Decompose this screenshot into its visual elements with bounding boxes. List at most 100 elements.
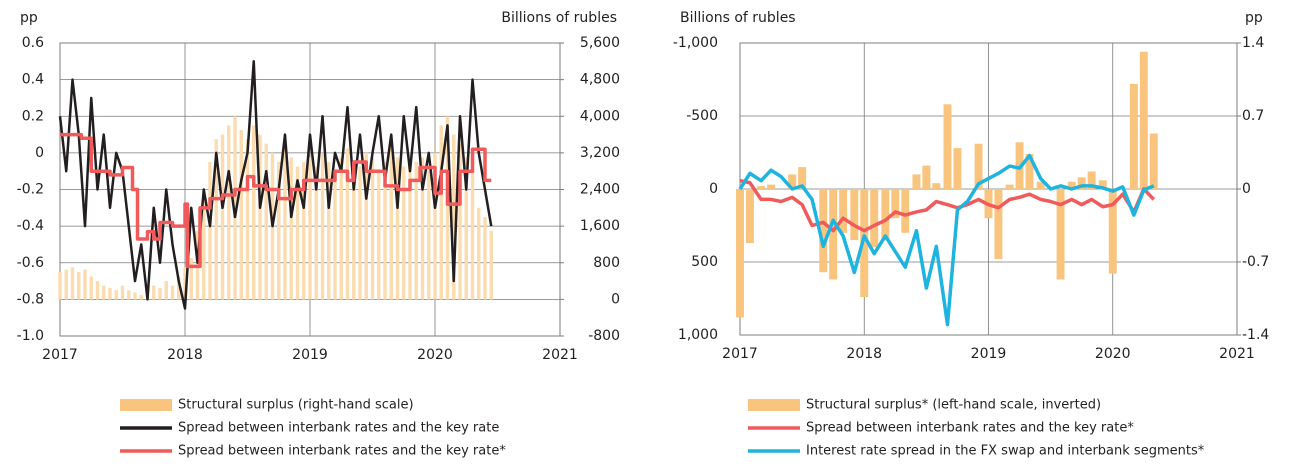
bar xyxy=(829,189,838,280)
y-tick-label: 0.6 xyxy=(22,35,44,51)
bar xyxy=(64,269,68,300)
bar xyxy=(377,171,381,300)
bar xyxy=(433,152,437,300)
legend-label: Spread between interbank rates and the k… xyxy=(806,421,1134,436)
y2-tick-label: 5,600 xyxy=(580,35,620,51)
bar xyxy=(214,139,218,300)
bar xyxy=(901,189,910,233)
bar xyxy=(383,162,387,300)
y2-tick-label: 4,800 xyxy=(580,72,620,88)
bar xyxy=(345,148,350,300)
bar xyxy=(767,184,776,189)
y2-tick-label: 1,600 xyxy=(580,218,620,234)
bar xyxy=(164,281,168,300)
bar xyxy=(932,183,941,189)
bar xyxy=(1098,180,1107,189)
y-tick-label: -0.8 xyxy=(17,291,44,307)
bar xyxy=(912,174,921,189)
bar xyxy=(202,198,206,300)
y-tick-label: 0 xyxy=(709,181,718,197)
bar xyxy=(170,285,175,300)
bar xyxy=(1056,189,1065,280)
bar xyxy=(850,189,859,241)
bar xyxy=(120,285,125,300)
bar xyxy=(252,125,256,300)
bar xyxy=(953,148,962,189)
bar xyxy=(891,189,900,219)
bar xyxy=(427,171,431,300)
legend-swatch xyxy=(748,399,800,411)
y-tick-label: -0.4 xyxy=(17,218,44,234)
bar xyxy=(283,148,287,300)
line xyxy=(58,60,493,310)
bar xyxy=(477,207,481,300)
x-tick-label: 2018 xyxy=(167,347,203,363)
x-tick-label: 2021 xyxy=(1219,346,1255,362)
bar xyxy=(402,166,406,300)
bar xyxy=(1005,184,1014,189)
bar xyxy=(302,162,306,300)
bar xyxy=(220,134,225,300)
bar xyxy=(83,269,87,300)
bar xyxy=(922,165,931,189)
y2-tick-label: -800 xyxy=(588,328,620,344)
bar xyxy=(470,171,475,300)
bar xyxy=(358,166,362,300)
bar xyxy=(395,157,400,300)
bar xyxy=(177,276,181,300)
bar xyxy=(277,162,281,300)
x-tick-label: 2018 xyxy=(846,346,882,362)
bar xyxy=(458,143,462,300)
y-tick-label: 1,000 xyxy=(678,327,718,343)
bar xyxy=(95,281,100,300)
bar xyxy=(327,162,331,300)
y-tick-label: 0 xyxy=(35,145,44,161)
bar xyxy=(58,271,62,300)
bar xyxy=(295,166,300,300)
line xyxy=(738,153,1155,327)
legend-label: Spread between interbank rates and the k… xyxy=(178,444,506,459)
y-axis-label: pp xyxy=(20,10,38,26)
bar xyxy=(308,157,312,300)
bar xyxy=(1139,51,1148,190)
y2-tick-label: -0.7 xyxy=(1242,254,1269,270)
legend-swatch xyxy=(120,399,172,411)
bar xyxy=(1067,181,1076,189)
y2-tick-label: 0.7 xyxy=(1242,108,1264,124)
y2-tick-label: -1.4 xyxy=(1242,327,1269,343)
bar xyxy=(333,171,337,300)
bar xyxy=(1036,181,1045,189)
y2-tick-label: 4,000 xyxy=(580,108,620,124)
bar xyxy=(819,189,828,273)
bar xyxy=(139,294,143,300)
bar xyxy=(420,157,425,300)
bar xyxy=(152,285,156,300)
bar xyxy=(1077,177,1086,189)
bar xyxy=(127,290,131,300)
bar xyxy=(227,125,231,300)
legend-label: Structural surplus (right-hand scale) xyxy=(178,398,414,413)
bar xyxy=(452,134,456,300)
line xyxy=(60,132,492,269)
bar xyxy=(114,290,118,300)
bar xyxy=(1025,153,1034,189)
bar xyxy=(389,148,393,300)
bar xyxy=(483,216,487,300)
x-tick-label: 2019 xyxy=(971,346,1007,362)
bar xyxy=(1087,171,1096,189)
y2-tick-label: 0 xyxy=(1242,181,1251,197)
y2-tick-label: 3,200 xyxy=(580,145,620,161)
bar xyxy=(1149,133,1158,189)
y-tick-label: -1.0 xyxy=(17,328,44,344)
bar xyxy=(860,189,869,298)
y2-tick-label: 800 xyxy=(593,255,620,271)
bar xyxy=(102,285,106,300)
bar xyxy=(870,189,879,248)
bar xyxy=(352,162,356,300)
bar xyxy=(445,116,450,300)
legend-label: Interest rate spread in the FX swap and … xyxy=(806,444,1205,459)
bar xyxy=(70,267,75,300)
y2-axis-label: pp xyxy=(1245,10,1263,26)
